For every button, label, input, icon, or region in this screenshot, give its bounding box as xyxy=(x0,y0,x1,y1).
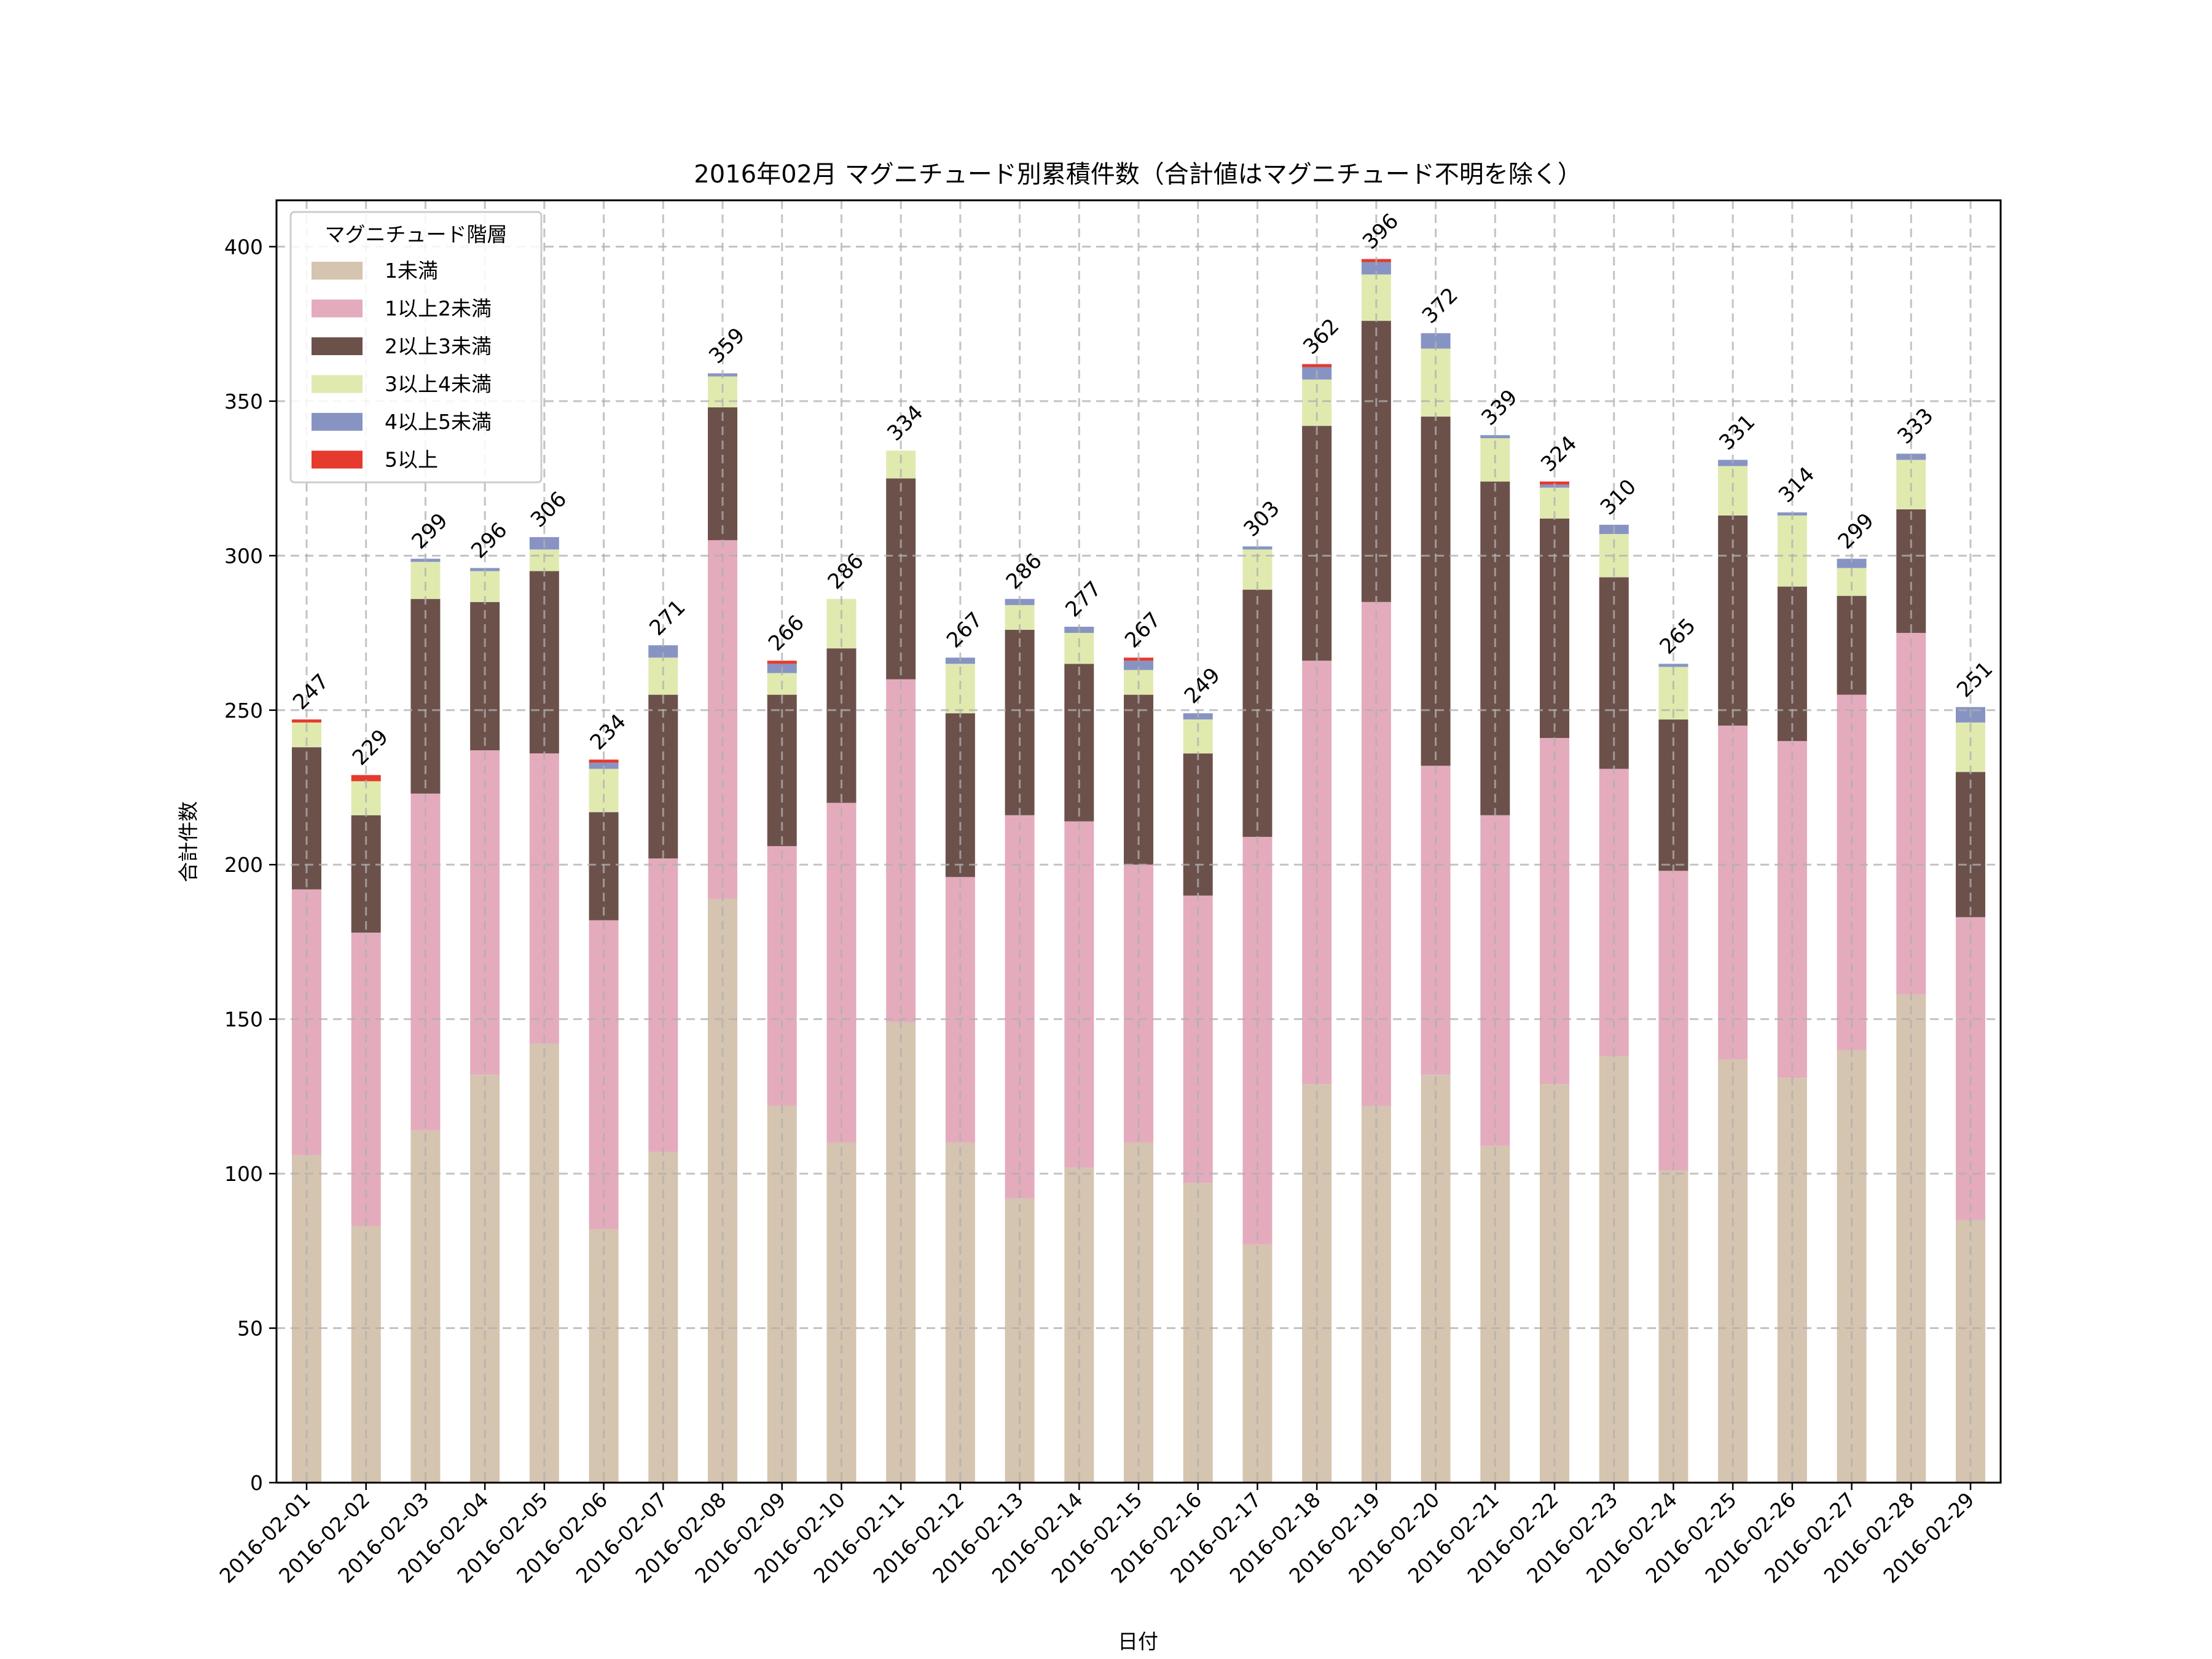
bar-segment xyxy=(1777,586,1807,742)
legend-swatch xyxy=(312,299,363,318)
y-tick-label: 50 xyxy=(237,1317,263,1341)
y-tick-label: 0 xyxy=(250,1471,263,1495)
bar-segment xyxy=(292,719,321,723)
x-axis-label: 日付 xyxy=(1118,1630,1158,1653)
bar-segment xyxy=(1718,1059,1748,1483)
bar-segment xyxy=(1480,435,1510,439)
bars xyxy=(276,200,2001,1484)
bar-segment xyxy=(1658,664,1688,667)
bar-segment xyxy=(589,769,619,812)
y-tick-label: 150 xyxy=(224,1008,263,1032)
bar-segment xyxy=(351,1226,381,1483)
y-tick-label: 350 xyxy=(224,390,263,414)
legend-label: 5以上 xyxy=(385,448,438,472)
y-axis: 0 50 100 150 200 250 300 350 400 xyxy=(224,235,276,1495)
y-tick-label: 300 xyxy=(224,544,263,568)
bar-segment xyxy=(589,1229,619,1483)
bar-segment xyxy=(1361,262,1391,275)
legend-label: 1未満 xyxy=(385,259,438,283)
legend: マグニチュード階層 1未満 1以上2未満 2以上3未満 3以上4未満 4以上5未満 5以上 xyxy=(289,211,543,484)
y-tick-label: 250 xyxy=(224,699,263,723)
bar-segment xyxy=(708,540,737,899)
bar-segment xyxy=(1837,559,1867,568)
bar-segment xyxy=(1718,515,1748,726)
bar-segment xyxy=(826,802,857,1143)
bar-segment xyxy=(1124,1142,1153,1483)
bar-segment xyxy=(410,562,441,599)
bar-segment xyxy=(648,645,678,658)
legend-swatch xyxy=(312,413,363,431)
bar-segment xyxy=(1302,364,1332,367)
legend-swatch xyxy=(312,450,363,469)
bar-segment xyxy=(767,661,797,664)
bar-segment xyxy=(351,775,381,782)
y-axis-label: 合計件数 xyxy=(176,801,200,882)
y-tick-label: 100 xyxy=(224,1162,263,1186)
bar-segment xyxy=(886,478,916,680)
legend-title: マグニチュード階層 xyxy=(325,222,508,246)
bar-segment xyxy=(945,1142,975,1483)
bar-segment xyxy=(1480,1145,1510,1483)
bar-segment xyxy=(410,793,441,1131)
y-tick-label: 400 xyxy=(224,235,263,259)
bar-segment xyxy=(589,759,619,763)
bar-segment xyxy=(1124,865,1153,1143)
bar-segment xyxy=(1005,1198,1035,1483)
legend-swatch xyxy=(312,337,363,355)
legend-swatch xyxy=(312,262,363,280)
legend-label: 4以上5未満 xyxy=(385,410,492,434)
legend-label: 3以上4未満 xyxy=(385,372,492,396)
bar-segment xyxy=(1361,274,1391,321)
y-tick-label: 200 xyxy=(224,853,263,877)
legend-swatch xyxy=(312,375,363,393)
bar-segment xyxy=(648,694,678,859)
bar-segment xyxy=(1124,661,1153,670)
legend-label: 1以上2未満 xyxy=(385,297,492,321)
bar-segment xyxy=(826,1142,857,1483)
chart-title: 2016年02月 マグニチュード別累積件数（合計値はマグニチュード不明を除く） xyxy=(694,160,1582,189)
legend-label: 2以上3未満 xyxy=(385,334,492,358)
